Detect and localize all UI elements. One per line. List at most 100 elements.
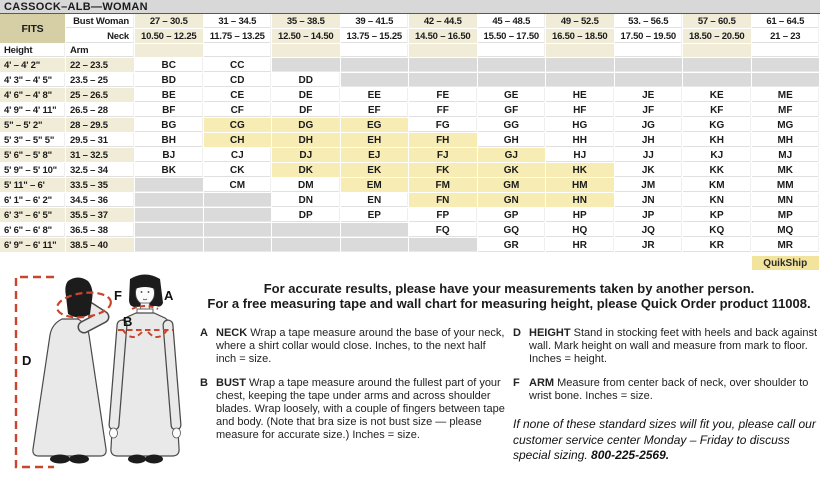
- size-cell: FQ: [409, 223, 478, 238]
- size-cell: [272, 238, 341, 253]
- size-cell: [203, 223, 272, 238]
- size-cell: JG: [614, 118, 683, 133]
- size-cell: JP: [614, 208, 683, 223]
- size-cell: EJ: [340, 148, 409, 163]
- size-cell: EK: [340, 163, 409, 178]
- size-cell: HP: [546, 208, 615, 223]
- size-cell: [683, 58, 752, 73]
- height-range-cell: 4' 9" – 4' 11": [0, 103, 66, 118]
- size-cell: EF: [340, 103, 409, 118]
- size-cell: KQ: [683, 223, 752, 238]
- instruction-column-left: A NECK Wrap a tape measure around the bas…: [200, 327, 505, 464]
- neck-range-header: 10.50 – 12.25: [135, 29, 204, 44]
- size-cell: MM: [751, 178, 820, 193]
- size-cell: HJ: [546, 148, 615, 163]
- size-cell: [135, 238, 204, 253]
- header-stripe-cell: [203, 44, 272, 58]
- height-range-cell: 5' 9" – 5' 10": [0, 163, 66, 178]
- instruction-letter: B: [200, 376, 208, 389]
- size-cell: DN: [272, 193, 341, 208]
- size-cell: [546, 58, 615, 73]
- arm-range-cell: 22 – 23.5: [66, 58, 135, 73]
- arm-range-cell: 33.5 – 35: [66, 178, 135, 193]
- size-cell: CJ: [203, 148, 272, 163]
- size-cell: GK: [477, 163, 546, 178]
- size-cell: CE: [203, 88, 272, 103]
- size-cell: DH: [272, 133, 341, 148]
- arm-range-cell: 28 – 29.5: [66, 118, 135, 133]
- size-cell: CM: [203, 178, 272, 193]
- special-sizing-note: If none of these standard sizes will fit…: [513, 417, 818, 464]
- size-cell: FF: [409, 103, 478, 118]
- size-cell: CG: [203, 118, 272, 133]
- size-cell: EM: [340, 178, 409, 193]
- bust-range-header: 49 – 52.5: [546, 14, 615, 29]
- height-range-cell: 5' 3" – 5" 5": [0, 133, 66, 148]
- size-cell: MH: [751, 133, 820, 148]
- size-cell: GG: [477, 118, 546, 133]
- arm-range-cell: 32.5 – 34: [66, 163, 135, 178]
- measurement-diagram: D F: [0, 271, 200, 482]
- instruction-item-neck: A NECK Wrap a tape measure around the bas…: [200, 327, 505, 367]
- size-cell: JE: [614, 88, 683, 103]
- size-cell: CC: [203, 58, 272, 73]
- height-range-cell: 5' 11" – 6': [0, 178, 66, 193]
- arm-range-cell: 31 – 32.5: [66, 148, 135, 163]
- size-cell: BC: [135, 58, 204, 73]
- height-column-header: Height: [0, 44, 66, 58]
- size-cell: JN: [614, 193, 683, 208]
- arm-range-cell: 35.5 – 37: [66, 208, 135, 223]
- size-cell: DD: [272, 73, 341, 88]
- size-cell: DE: [272, 88, 341, 103]
- bust-range-header: 42 – 44.5: [409, 14, 478, 29]
- size-cell: GJ: [477, 148, 546, 163]
- size-cell: BE: [135, 88, 204, 103]
- size-cell: KR: [683, 238, 752, 253]
- size-cell: [546, 73, 615, 88]
- size-cell: GH: [477, 133, 546, 148]
- fits-header-cell: FITS: [0, 14, 66, 44]
- header-stripe-cell: [477, 44, 546, 58]
- size-cell: HG: [546, 118, 615, 133]
- size-cell: JK: [614, 163, 683, 178]
- size-cell: BG: [135, 118, 204, 133]
- instruction-letter: D: [513, 327, 521, 339]
- size-cell: [135, 193, 204, 208]
- height-range-cell: 6' 3" – 6' 5": [0, 208, 66, 223]
- header-stripe-cell: [751, 44, 820, 58]
- diagram-label-a: A: [164, 288, 174, 303]
- size-cell: ME: [751, 88, 820, 103]
- neck-range-header: 16.50 – 18.50: [546, 29, 615, 44]
- arm-range-cell: 34.5 – 36: [66, 193, 135, 208]
- size-cell: JR: [614, 238, 683, 253]
- size-cell: KJ: [683, 148, 752, 163]
- bust-range-header: 45 – 48.5: [477, 14, 546, 29]
- size-cell: DP: [272, 208, 341, 223]
- size-cell: DM: [272, 178, 341, 193]
- size-cell: MR: [751, 238, 820, 253]
- header-stripe-cell: [409, 44, 478, 58]
- size-cell: BH: [135, 133, 204, 148]
- header-stripe-cell: [135, 44, 204, 58]
- intro-text: For accurate results, please have your m…: [200, 281, 818, 311]
- size-cell: KH: [683, 133, 752, 148]
- size-cell: EE: [340, 88, 409, 103]
- height-measure-line: [14, 275, 54, 469]
- neck-range-header: 14.50 – 16.50: [409, 29, 478, 44]
- size-cell: EH: [340, 133, 409, 148]
- size-cell: HK: [546, 163, 615, 178]
- size-cell: CF: [203, 103, 272, 118]
- instruction-text: ARM Measure from center back of neck, ov…: [529, 376, 809, 402]
- instruction-letter: F: [513, 376, 520, 389]
- arm-range-cell: 25 – 26.5: [66, 88, 135, 103]
- intro-line-2: For a free measuring tape and wall chart…: [207, 296, 811, 311]
- diagram-label-d: D: [22, 353, 31, 368]
- instruction-text: NECK Wrap a tape measure around the base…: [216, 327, 505, 366]
- size-cell: [751, 58, 820, 73]
- instruction-letter: A: [200, 327, 208, 339]
- size-cell: KF: [683, 103, 752, 118]
- bust-range-header: 39 – 41.5: [340, 14, 409, 29]
- arm-measure-line: [56, 291, 112, 319]
- size-cell: JM: [614, 178, 683, 193]
- size-cell: MF: [751, 103, 820, 118]
